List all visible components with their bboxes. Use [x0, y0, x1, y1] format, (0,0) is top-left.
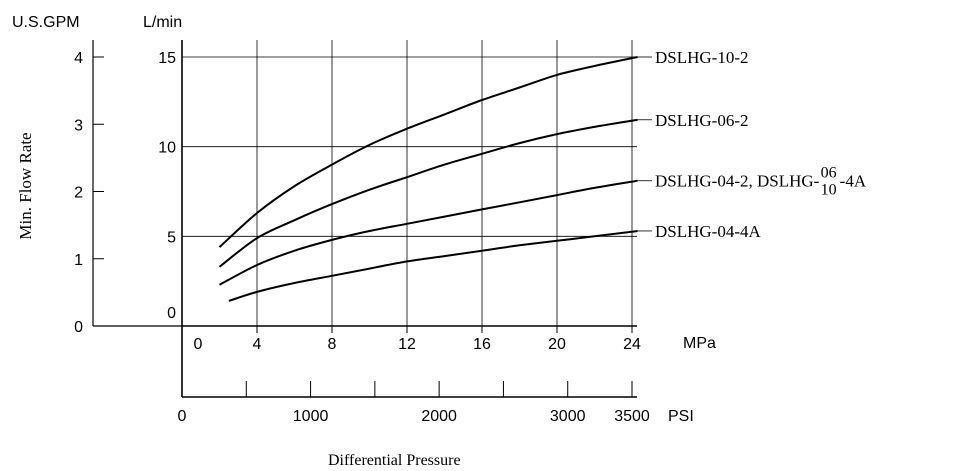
- mpa-tick-label: 24: [623, 336, 641, 353]
- gpm-tick-label: 3: [74, 117, 83, 134]
- gpm-tick-label: 2: [74, 185, 83, 202]
- mpa-tick-label: 0: [194, 336, 203, 353]
- mpa-tick-label: 8: [328, 336, 337, 353]
- series-label-fraction-top: 06: [821, 165, 837, 182]
- series-lines: [218, 56, 638, 302]
- psi-unit-label: PSI: [668, 408, 694, 425]
- mpa-tick-label: 4: [253, 336, 262, 353]
- psi-tick-label: 1000: [293, 408, 329, 425]
- psi-tick-label: 2000: [421, 408, 457, 425]
- grid: [182, 40, 637, 326]
- psi-tick-label: 3000: [550, 408, 586, 425]
- series-label: DSLHG-06-2: [655, 111, 749, 130]
- mpa-tick-label: 12: [398, 336, 416, 353]
- series-label: DSLHG-10-2: [655, 48, 749, 67]
- lmin-tick-label: 15: [158, 50, 176, 67]
- y-axis-title: Min. Flow Rate: [16, 132, 35, 239]
- mpa-tick-label: 16: [473, 336, 491, 353]
- axes: [92, 40, 637, 398]
- x-axis-title: Differential Pressure: [328, 452, 461, 469]
- gpm-tick-label: 1: [74, 252, 83, 269]
- series-label-suffix: -4A: [840, 172, 867, 191]
- series-dslhg-06-2: [218, 118, 638, 268]
- lmin-tick-label: 5: [167, 229, 176, 246]
- lmin-unit-label: L/min: [143, 14, 182, 31]
- series-dslhg-04-2: [219, 179, 638, 286]
- series-labels: DSLHG-10-2 DSLHG-06-2 DSLHG-04-2, DSLHG- 06…: [637, 48, 867, 241]
- psi-tick-label: 3500: [614, 408, 650, 425]
- gpm-tick-label: 4: [74, 50, 83, 67]
- mpa-tick-label: 20: [548, 336, 566, 353]
- series-label: DSLHG-04-4A: [655, 222, 761, 241]
- psi-tick-label: 0: [178, 408, 187, 425]
- series-label-fraction-bottom: 10: [821, 182, 837, 199]
- series-dslhg-10-2: [218, 56, 638, 248]
- lmin-tick-label: 10: [158, 140, 176, 157]
- series-dslhg-04-4a: [228, 230, 638, 302]
- gpm-tick-label: 0: [74, 319, 83, 336]
- series-label: DSLHG-04-2, DSLHG-: [655, 172, 820, 191]
- labels: U.S.GPM L/min MPa PSI Differential Press…: [12, 14, 716, 469]
- gpm-unit-label: U.S.GPM: [12, 14, 80, 31]
- mpa-unit-label: MPa: [683, 335, 716, 352]
- lmin-tick-label: 0: [167, 305, 176, 322]
